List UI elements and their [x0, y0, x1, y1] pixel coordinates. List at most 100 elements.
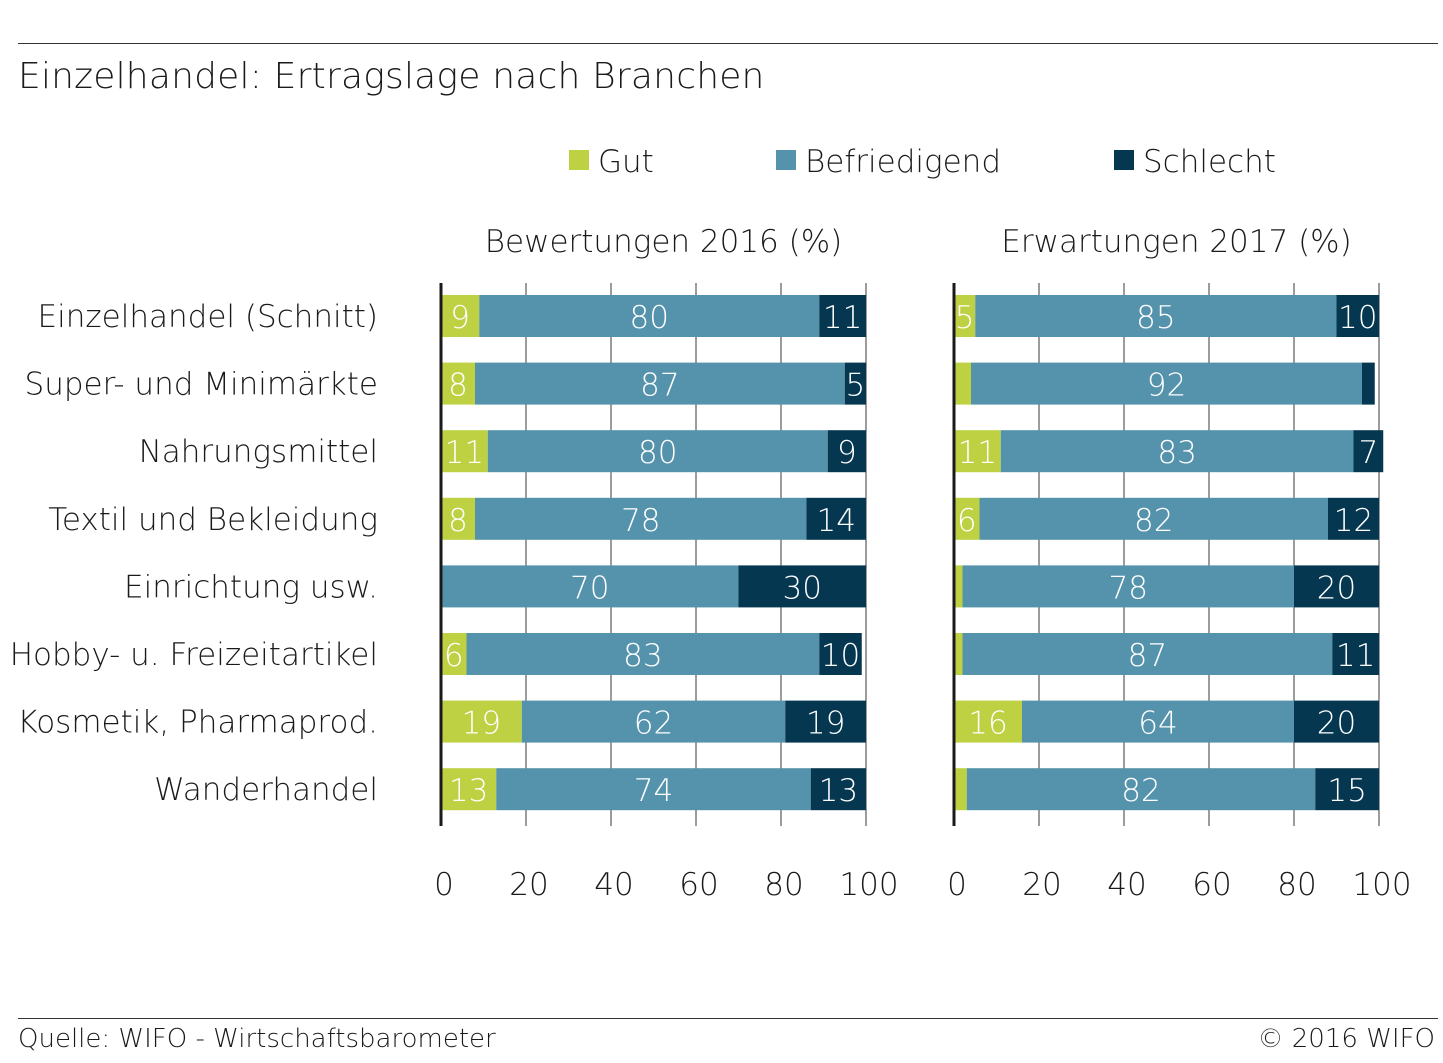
bar-befriedigend	[1022, 700, 1294, 743]
x-tick-label: 60	[679, 867, 718, 903]
x-tick-label: 80	[1277, 867, 1316, 903]
data-label-gut: 16	[968, 706, 1007, 742]
category-label: Nahrungsmittel	[139, 434, 378, 470]
bar-befriedigend	[466, 633, 820, 675]
bar-befriedigend	[979, 497, 1328, 540]
legend-swatch-schlecht	[1114, 150, 1134, 170]
bar-befriedigend	[1000, 430, 1354, 473]
bar-schlecht	[819, 295, 866, 337]
panel-subtitle: Bewertungen 2016 (%)	[485, 224, 843, 260]
data-label-gut: 5	[955, 300, 975, 336]
category-label: Textil und Bekleidung	[48, 502, 378, 538]
bar-gut	[954, 430, 1001, 473]
source-note: Quelle: WIFO - Wirtschaftsbarometer	[18, 1024, 496, 1054]
data-label-befriedigend: 80	[630, 300, 669, 336]
data-label-gut: 11	[958, 435, 997, 471]
bar-befriedigend	[487, 430, 828, 473]
bar-schlecht	[1315, 768, 1379, 811]
bar-gut	[954, 700, 1022, 743]
bar-befriedigend	[441, 565, 739, 608]
bar-schlecht	[1353, 430, 1384, 473]
data-label-befriedigend: 62	[634, 706, 673, 742]
data-label-befriedigend: 87	[1128, 638, 1167, 674]
data-label-befriedigend: 82	[1121, 773, 1160, 809]
x-tick-label: 40	[594, 867, 633, 903]
category-label: Hobby- u. Freizeitartikel	[10, 637, 378, 673]
bar-gut	[954, 497, 980, 540]
bar-schlecht	[785, 700, 866, 743]
data-label-schlecht: 20	[1317, 570, 1356, 606]
bar-befriedigend	[962, 565, 1294, 608]
data-label-gut: 13	[449, 773, 488, 809]
bar-schlecht	[844, 362, 866, 405]
bar-schlecht	[819, 633, 862, 675]
data-label-gut: 6	[957, 503, 977, 539]
bar-schlecht	[1294, 565, 1379, 608]
x-tick-label: 100	[839, 867, 898, 903]
bar-schlecht	[1362, 362, 1375, 405]
data-label-schlecht: 5	[846, 368, 866, 404]
bar-gut	[954, 362, 971, 405]
category-label: Kosmetik, Pharmaprod.	[17, 705, 378, 741]
x-tick-label: 20	[1022, 867, 1061, 903]
data-label-befriedigend: 78	[1109, 570, 1148, 606]
bar-gut	[441, 295, 480, 337]
data-label-schlecht: 12	[1334, 503, 1373, 539]
data-label-gut: 9	[450, 300, 470, 336]
x-tick-label: 20	[509, 867, 548, 903]
chart-title: Einzelhandel: Ertragslage nach Branchen	[18, 56, 765, 97]
data-label-gut: 8	[448, 368, 468, 404]
data-label-befriedigend: 92	[1147, 368, 1186, 404]
bar-befriedigend	[966, 768, 1316, 811]
data-label-schlecht: 11	[1336, 638, 1375, 674]
bar-befriedigend	[521, 700, 786, 743]
bottom-rule	[18, 1018, 1438, 1019]
legend-label-gut: Gut	[598, 144, 654, 180]
data-label-befriedigend: 78	[621, 503, 660, 539]
bar-gut	[441, 497, 475, 540]
bar-gut	[954, 565, 963, 608]
data-label-schlecht: 7	[1359, 435, 1379, 471]
data-label-befriedigend: 74	[634, 773, 673, 809]
bar-befriedigend	[971, 362, 1362, 405]
data-label-befriedigend: 82	[1134, 503, 1173, 539]
bar-gut	[954, 768, 967, 811]
bar-gut	[954, 633, 963, 675]
data-label-schlecht: 11	[823, 300, 862, 336]
bar-befriedigend	[962, 633, 1333, 675]
panel-subtitle: Erwartungen 2017 (%)	[1001, 224, 1351, 260]
top-rule	[18, 43, 1438, 44]
data-label-schlecht: 19	[806, 706, 845, 742]
bar-befriedigend	[496, 768, 811, 811]
bar-schlecht	[1336, 295, 1379, 337]
legend-label-schlecht: Schlecht	[1143, 144, 1276, 180]
data-label-befriedigend: 80	[638, 435, 677, 471]
bar-gut	[441, 362, 475, 405]
bar-befriedigend	[475, 497, 807, 540]
bar-schlecht	[810, 768, 866, 811]
bar-gut	[441, 430, 488, 473]
data-label-gut: 19	[462, 706, 501, 742]
legend-label-befriedigend: Befriedigend	[805, 144, 1001, 180]
data-label-befriedigend: 87	[640, 368, 679, 404]
data-label-schlecht: 20	[1317, 706, 1356, 742]
category-label: Einrichtung usw.	[124, 569, 378, 605]
bar-befriedigend	[975, 295, 1337, 337]
data-label-schlecht: 9	[837, 435, 857, 471]
data-label-schlecht: 10	[1338, 300, 1377, 336]
bar-schlecht	[1332, 633, 1379, 675]
x-tick-label: 100	[1352, 867, 1411, 903]
data-label-schlecht: 15	[1327, 773, 1366, 809]
data-label-befriedigend: 70	[570, 570, 609, 606]
bar-gut	[441, 700, 522, 743]
bar-schlecht	[827, 430, 866, 473]
bar-schlecht	[1328, 497, 1379, 540]
copyright-note: © 2016 WIFO	[1257, 1024, 1436, 1054]
data-label-befriedigend: 83	[623, 638, 662, 674]
x-tick-label: 80	[764, 867, 803, 903]
data-label-befriedigend: 85	[1136, 300, 1175, 336]
data-label-schlecht: 13	[819, 773, 858, 809]
bar-schlecht	[738, 565, 866, 608]
legend-swatch-gut	[569, 150, 589, 170]
